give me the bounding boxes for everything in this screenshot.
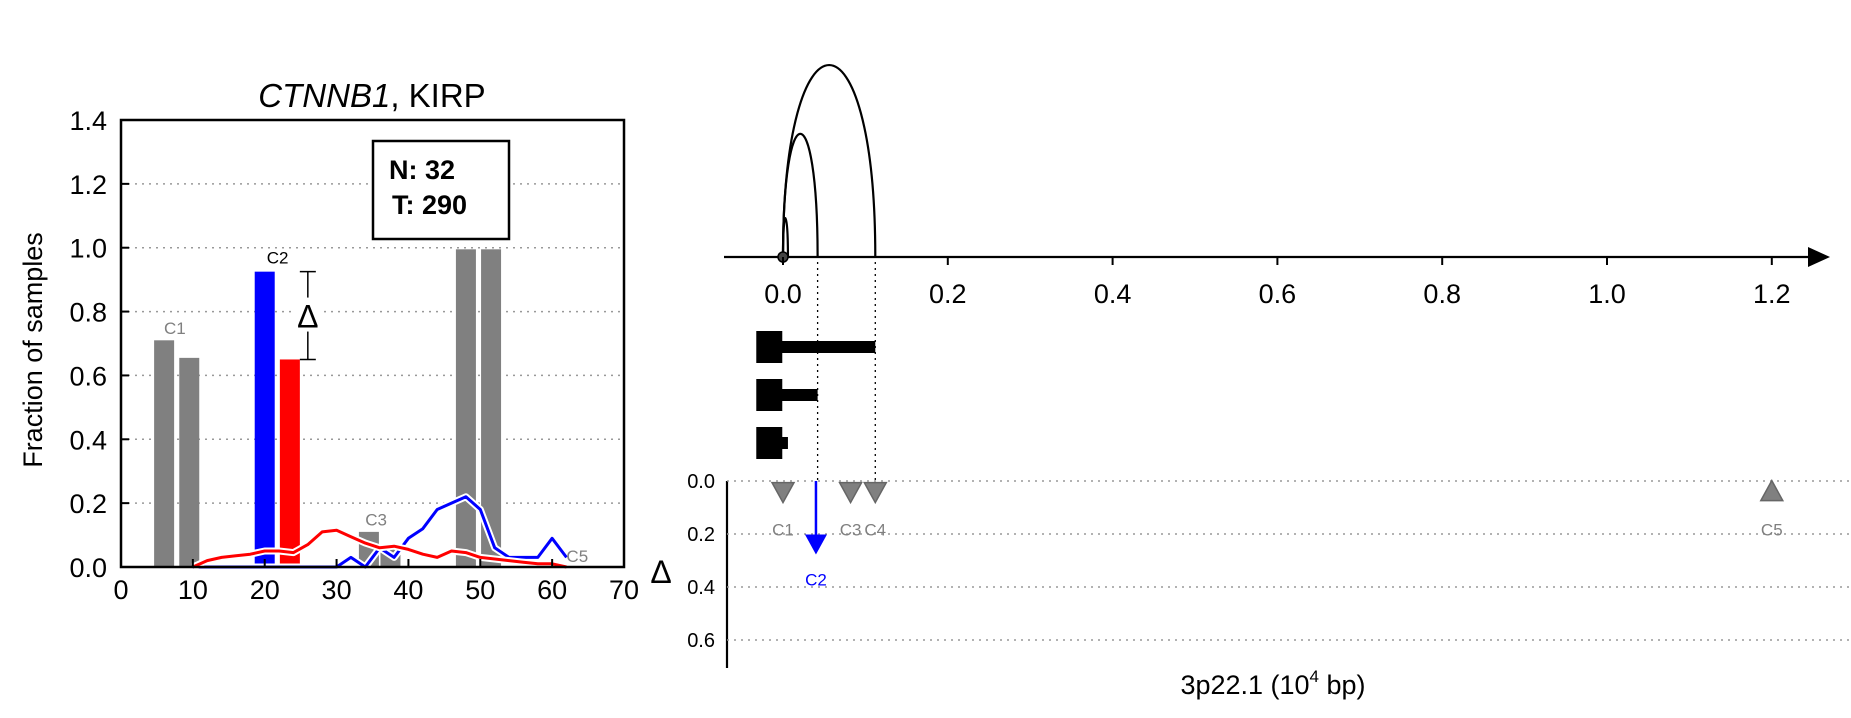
genomic-x-tick-label: 0.2 — [929, 279, 967, 309]
segment-block — [756, 331, 783, 363]
bar — [279, 359, 300, 567]
chart-title-gene: CTNNB1 — [258, 77, 390, 114]
segment-block — [756, 427, 783, 459]
cluster-marker-label: C3 — [840, 521, 862, 540]
cluster-marker-label: C2 — [805, 571, 827, 590]
cluster-marker-label: C1 — [772, 521, 794, 540]
cluster-marker-triangle — [863, 481, 888, 505]
chart-title-rest: , KIRP — [390, 77, 485, 114]
y-axis-label: Fraction of samples — [18, 232, 48, 468]
plot-border — [119, 118, 626, 569]
genomic-x-axis-label-sup: 4 — [1310, 667, 1319, 686]
genomic-axis-arrowhead — [1808, 247, 1830, 267]
bar — [455, 249, 476, 567]
legend-box-frame — [371, 139, 511, 241]
segment-bar — [778, 341, 876, 353]
right-arc-chart: 0.0 0.2 0.4 0.6 0.8 1.0 1.2 0.00.20.40.6 C1C2C… — [650, 64, 1851, 700]
y-tick-label: 1.2 — [69, 170, 107, 200]
bars — [154, 249, 502, 567]
delta-tick-label: 0.2 — [687, 524, 715, 546]
x-tick-label: 60 — [537, 575, 567, 605]
series-line — [192, 528, 567, 569]
arc — [781, 64, 877, 258]
cluster-label: C5 — [566, 547, 588, 566]
y-tick-label: 1.4 — [69, 106, 107, 136]
cluster-marker-label: C4 — [864, 521, 886, 540]
cluster-marker-arrowhead — [804, 534, 827, 555]
x-tick-label: 0 — [113, 575, 128, 605]
cluster-marker-triangle — [838, 481, 863, 505]
delta-label: Δ — [297, 299, 318, 335]
genomic-x-axis-label-main: 3p22.1 (10 — [1180, 670, 1309, 700]
chart-title: CTNNB1, KIRP — [258, 77, 485, 114]
x-tick-label: 20 — [250, 575, 280, 605]
x-tick-label: 10 — [178, 575, 208, 605]
x-tick-label: 30 — [322, 575, 352, 605]
bar — [481, 249, 502, 567]
segment-bars — [756, 331, 876, 459]
segment-bar — [778, 389, 818, 401]
cluster-marker-label: C5 — [1761, 521, 1783, 540]
x-tick-labels: 0 10 20 30 40 50 60 70 — [113, 559, 639, 605]
dotted-guides — [816, 262, 876, 480]
bar — [254, 271, 275, 567]
x-tick-label: 50 — [465, 575, 495, 605]
delta-tick-label: 0.6 — [687, 630, 715, 652]
bar — [154, 340, 175, 567]
cluster-marker-triangle — [1759, 479, 1785, 502]
cluster-markers: C1 C2 C3 C4 C5 — [770, 479, 1785, 590]
genomic-x-tick-label: 0.4 — [1094, 279, 1132, 309]
genomic-x-tick-label: 0.6 — [1259, 279, 1297, 309]
genomic-x-tick-labels: 0.0 0.2 0.4 0.6 0.8 1.0 1.2 — [764, 257, 1791, 309]
genomic-x-tick-label: 1.2 — [1753, 279, 1791, 309]
delta-tick-label: 0.4 — [687, 577, 715, 599]
y-tick-label: 0.0 — [69, 553, 107, 583]
y-tick-labels: 0.0 0.2 0.4 0.6 0.8 1.0 1.2 1.4 — [69, 106, 129, 583]
genomic-x-tick-label: 0.8 — [1423, 279, 1461, 309]
legend-box: N: 32 T: 290 — [371, 139, 511, 241]
y-tick-label: 0.4 — [69, 425, 107, 455]
delta-marker: Δ — [293, 270, 322, 361]
y-tick-label: 0.8 — [69, 298, 107, 328]
cluster-label: C2 — [267, 249, 289, 268]
cluster-label: C3 — [365, 510, 387, 529]
genomic-x-tick-label: 0.0 — [764, 279, 802, 309]
genomic-x-axis-label: 3p22.1 (104 bp) — [1180, 667, 1365, 700]
delta-tick-label: 0.0 — [687, 471, 715, 493]
x-tick-label: 40 — [393, 575, 423, 605]
delta-label-background — [293, 297, 322, 332]
y-tick-label: 0.6 — [69, 361, 107, 391]
segment-block — [756, 379, 783, 411]
plot-frame — [119, 118, 626, 569]
x-tick-label: 70 — [609, 575, 639, 605]
cluster-labels: C1 C2 C3 C5 — [164, 249, 588, 567]
delta-axis-label: Δ — [650, 554, 671, 590]
y-tick-label: 0.2 — [69, 489, 107, 519]
cluster-marker-triangle — [770, 481, 796, 505]
arc — [781, 217, 790, 258]
left-bar-chart: CTNNB1, KIRP Fraction of samples 0.00.20… — [18, 77, 639, 605]
series-lines — [191, 493, 570, 571]
delta-tick-labels: 0.0 0.2 0.4 0.6 — [687, 471, 715, 652]
arcs — [781, 64, 877, 258]
legend-t-count: T: 290 — [392, 190, 467, 220]
legend-n-count: N: 32 — [389, 155, 455, 185]
bar — [179, 357, 200, 567]
genomic-x-axis-label-end: bp) — [1319, 670, 1366, 700]
genomic-x-tick-label: 1.0 — [1588, 279, 1626, 309]
segment-bar — [778, 437, 788, 449]
y-tick-label: 1.0 — [69, 234, 107, 264]
delta-gridlines — [725, 480, 1851, 668]
cluster-label: C1 — [164, 319, 186, 338]
